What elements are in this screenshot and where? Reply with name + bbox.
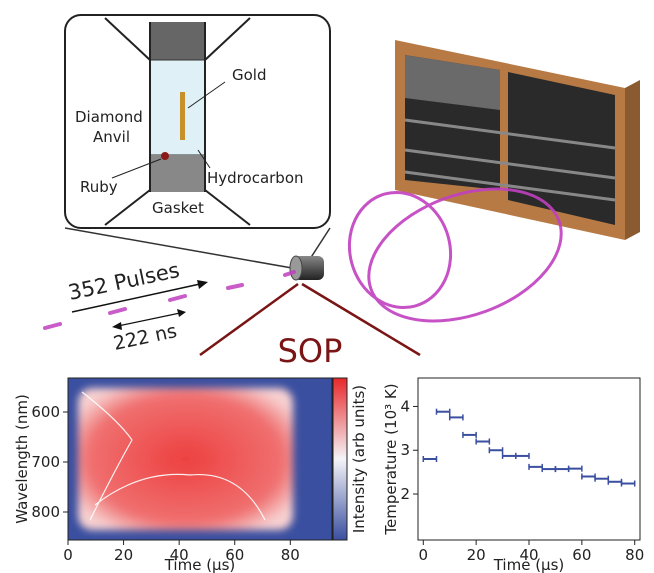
plot-frame — [418, 378, 640, 540]
label: Anvil — [93, 128, 130, 146]
x-axis-label: Time (μs) — [493, 556, 565, 573]
x-tick-label: 60 — [572, 546, 591, 564]
label: Hydrocarbon — [207, 169, 304, 187]
label: Ruby — [80, 178, 118, 196]
y-tick-label: 2 — [400, 485, 410, 503]
colorbar-label: Intensity (arb units) — [350, 385, 368, 533]
x-axis-label: Time (μs) — [164, 556, 236, 573]
x-tick-label: 20 — [467, 546, 486, 564]
y-tick-label: 800 — [31, 503, 60, 521]
x-tick-label: 80 — [625, 546, 644, 564]
x-tick-label: 0 — [63, 546, 73, 564]
label: SOP — [278, 332, 343, 370]
y-tick-label: 600 — [31, 403, 60, 421]
label: 352 Pulses — [66, 258, 182, 305]
y-tick-label: 3 — [400, 441, 410, 459]
y-tick-label: 4 — [400, 397, 410, 415]
label: Diamond — [75, 108, 143, 126]
y-axis-label: Temperature (10³ K) — [382, 383, 400, 535]
x-tick-label: 20 — [114, 546, 133, 564]
figure: Gold Diamond Anvil Ruby Hydrocarbon Gask… — [0, 0, 654, 573]
x-tick-label: 80 — [281, 546, 300, 564]
x-tick-label: 0 — [419, 546, 429, 564]
y-axis-label: Wavelength (nm) — [13, 394, 31, 524]
label: Gasket — [152, 199, 204, 217]
label: Gold — [232, 66, 267, 84]
heatmap-image — [68, 378, 347, 540]
y-tick-label: 700 — [31, 453, 60, 471]
